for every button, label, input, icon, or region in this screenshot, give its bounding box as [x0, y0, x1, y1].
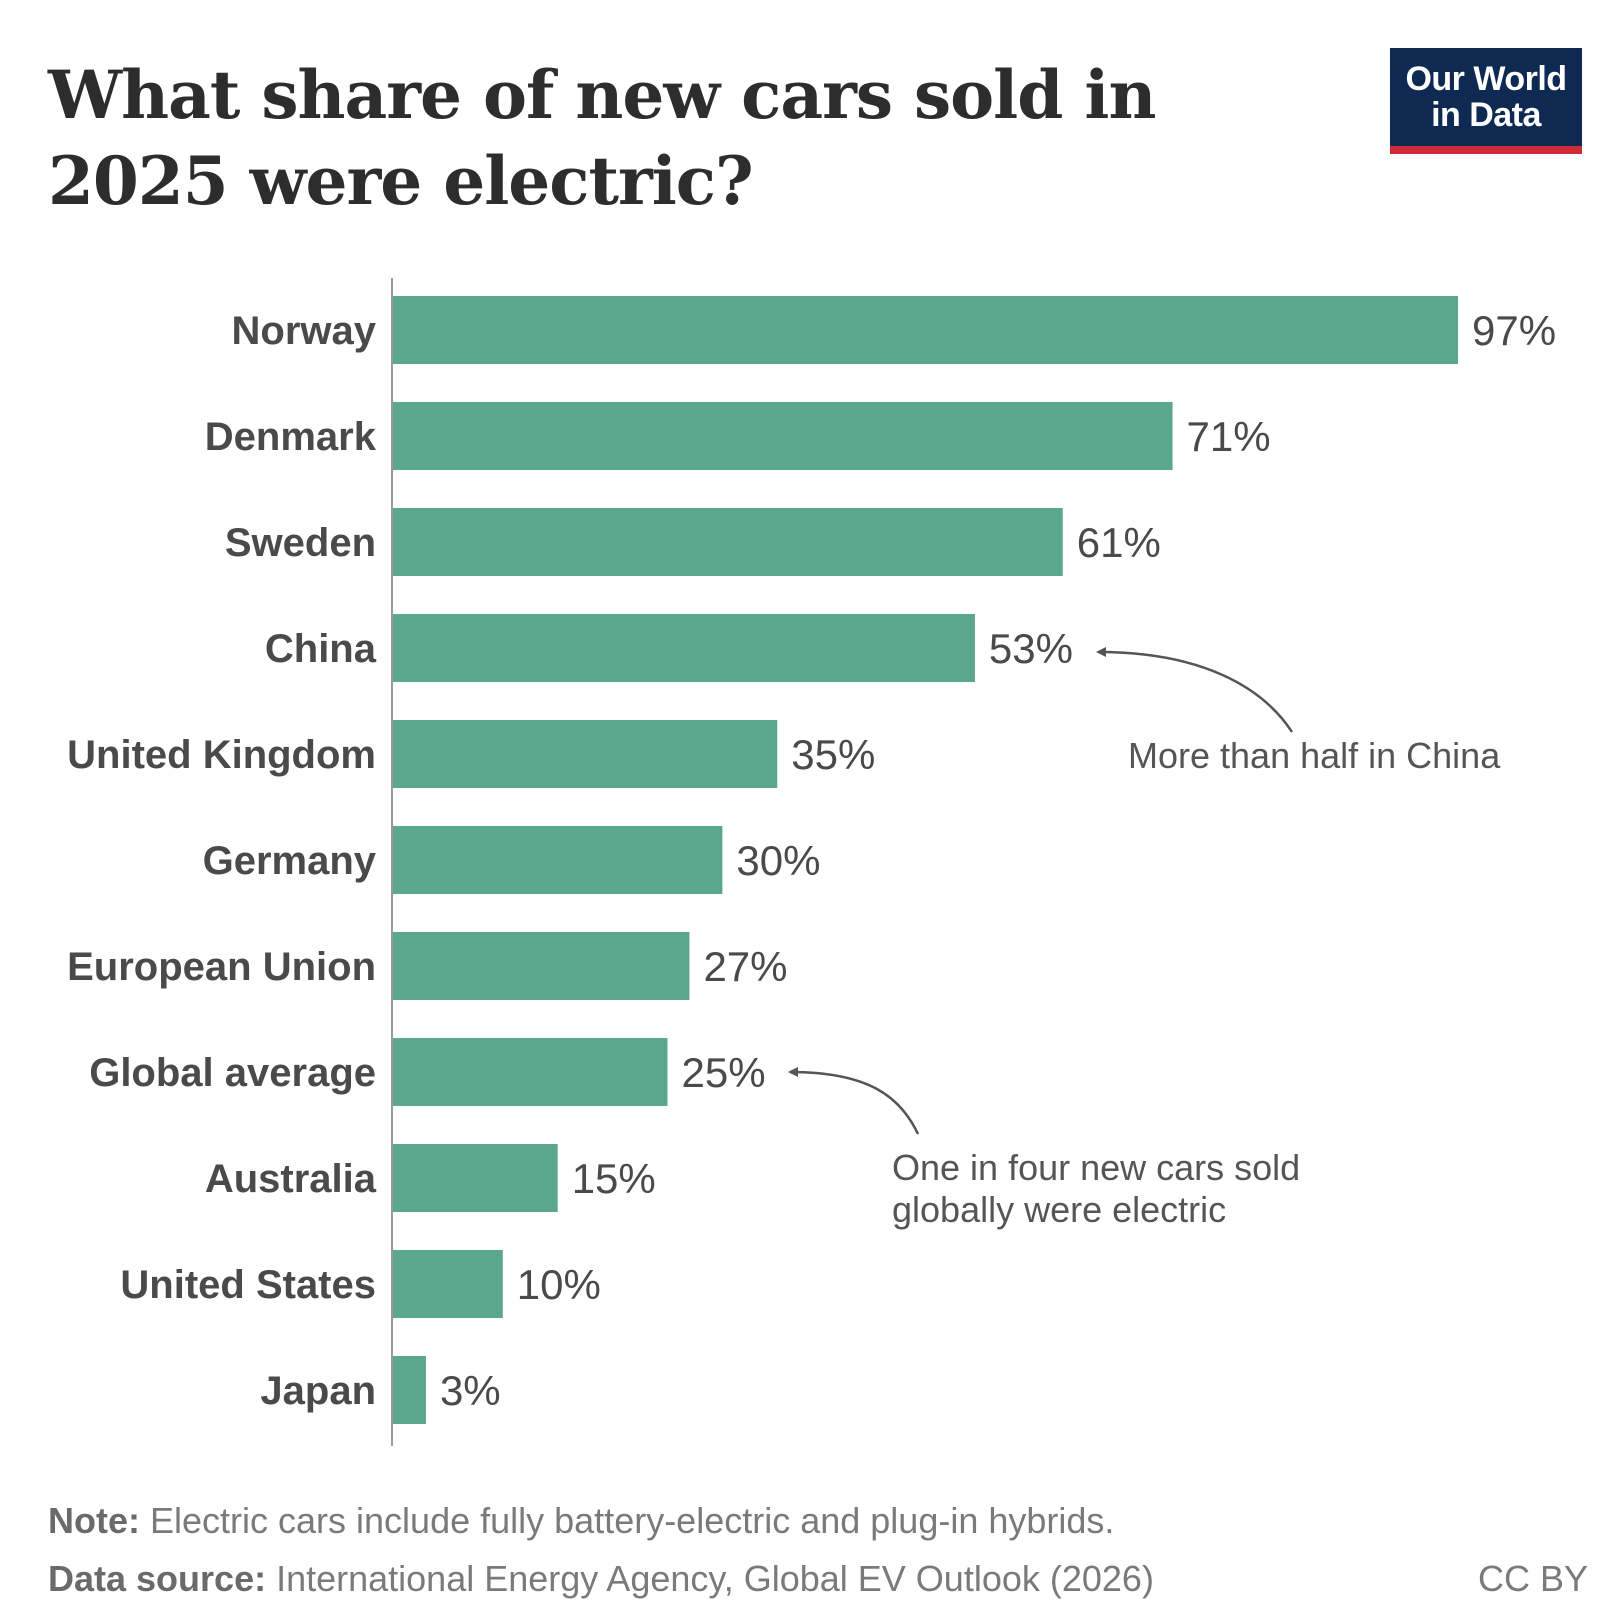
annotation-text-global-line-1: One in four new cars sold	[892, 1147, 1300, 1188]
category-label-australia: Australia	[205, 1157, 377, 1201]
bar-european-union	[393, 932, 690, 1000]
bar-germany	[393, 826, 723, 894]
bar-australia	[393, 1144, 558, 1212]
category-label-united-states: United States	[120, 1263, 376, 1307]
category-label-germany: Germany	[203, 839, 377, 883]
value-label-united-states: 10%	[517, 1261, 601, 1308]
value-label-japan: 3%	[440, 1367, 501, 1414]
bar-united-states	[393, 1250, 503, 1318]
value-label-european-union: 27%	[703, 943, 787, 990]
category-label-united-kingdom: United Kingdom	[67, 733, 376, 777]
category-label-global-average: Global average	[89, 1051, 376, 1095]
bar-chart: Norway 97% Denmark 71% Sweden 61% China 53% Unit…	[67, 278, 1556, 1446]
value-label-sweden: 61%	[1077, 519, 1161, 566]
category-label-japan: Japan	[260, 1369, 376, 1413]
bar-norway	[393, 296, 1458, 364]
value-label-china: 53%	[989, 625, 1073, 672]
source-text: International Energy Agency, Global EV O…	[266, 1558, 1154, 1599]
bar-denmark	[393, 402, 1173, 470]
value-label-australia: 15%	[572, 1155, 656, 1202]
bar-global-average	[393, 1038, 668, 1106]
value-label-global-average: 25%	[681, 1049, 765, 1096]
chart-footer: Note: Electric cars include fully batter…	[48, 1492, 1588, 1608]
logo-line-1: Our World	[1405, 60, 1567, 98]
note-label: Note:	[48, 1500, 140, 1541]
note-text: Electric cars include fully battery-elec…	[140, 1500, 1115, 1541]
category-label-denmark: Denmark	[205, 415, 377, 459]
value-label-united-kingdom: 35%	[791, 731, 875, 778]
annotation-arrow-china	[1096, 647, 1294, 733]
value-label-germany: 30%	[736, 837, 820, 884]
license-label[interactable]: CC BY	[1477, 1558, 1588, 1599]
logo-line-2: in Data	[1431, 96, 1541, 134]
chart-title: What share of new cars sold in 2025 were…	[48, 56, 1156, 220]
note-line: Note: Electric cars include fully batter…	[48, 1492, 1588, 1550]
source-label: Data source:	[48, 1558, 267, 1599]
bar-sweden	[393, 508, 1063, 576]
annotation-text-china-line-1: More than half in China	[1128, 735, 1501, 776]
bar-japan	[393, 1356, 426, 1424]
category-label-china: China	[265, 627, 377, 671]
category-label-sweden: Sweden	[225, 521, 376, 565]
annotation-arrow-global-average	[788, 1067, 920, 1135]
value-label-norway: 97%	[1472, 307, 1556, 354]
source-line: Data source: International Energy Agency…	[48, 1550, 1588, 1608]
owid-logo[interactable]: Our World in Data	[1390, 48, 1582, 154]
bar-china	[393, 614, 975, 682]
category-label-norway: Norway	[232, 309, 377, 353]
bar-united-kingdom	[393, 720, 778, 788]
annotation-text-global-line-2: globally were electric	[892, 1189, 1226, 1230]
value-label-denmark: 71%	[1187, 413, 1271, 460]
category-label-european-union: European Union	[67, 945, 376, 989]
